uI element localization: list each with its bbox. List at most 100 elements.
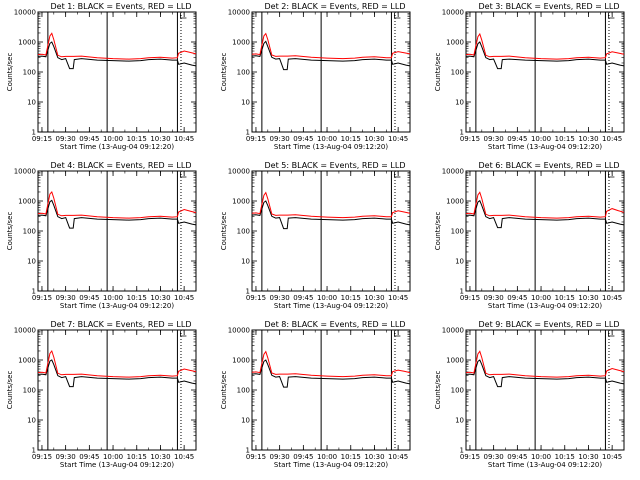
y-tick-label: 1000: [446, 39, 464, 47]
x-axis: 09:15 09:30 09:45 10:00 10:15 10:30 10:45: [246, 330, 408, 461]
x-tick-label: 10:00: [103, 453, 123, 461]
x-axis: 09:15 09:30 09:45 10:00 10:15 10:30 10:45: [32, 12, 194, 143]
events-series-line: [465, 41, 625, 70]
detector-panel-9: Det 9: BLACK = Events, RED = LLD 1 10 100 10…: [434, 320, 625, 469]
bracket-mark: [608, 172, 615, 178]
panel-title: Det 1: BLACK = Events, RED = LLD: [51, 2, 192, 11]
plot-frame: [465, 329, 625, 451]
y-tick-label: 10000: [442, 168, 464, 176]
y-tick-label: 1000: [232, 39, 250, 47]
y-tick-label: 10000: [228, 9, 250, 17]
x-axis: 09:15 09:30 09:45 10:00 10:15 10:30 10:45: [460, 171, 622, 302]
y-tick-label: 100: [237, 387, 250, 395]
y-axis: 1 10 100 1000 10000: [228, 9, 410, 137]
detector-panel-6: Det 6: BLACK = Events, RED = LLD 1 10 100 10…: [434, 161, 625, 310]
y-axis-label: Counts/sec: [6, 53, 14, 92]
x-tick-label: 10:45: [602, 135, 622, 143]
y-axis: 1 10 100 1000 10000: [442, 9, 624, 137]
panel-title: Det 6: BLACK = Events, RED = LLD: [479, 161, 620, 170]
y-tick-label: 1: [246, 288, 250, 296]
plot-frame: [37, 329, 197, 451]
bracket-mark: [608, 331, 615, 337]
y-tick-label: 100: [23, 387, 36, 395]
bracket-mark: [608, 13, 615, 19]
y-tick-label: 1000: [232, 198, 250, 206]
y-tick-label: 1: [246, 129, 250, 137]
y-tick-label: 10000: [14, 9, 36, 17]
x-tick-label: 10:45: [602, 453, 622, 461]
y-axis: 1 10 100 1000 10000: [228, 168, 410, 296]
x-tick-label: 09:45: [293, 453, 313, 461]
x-tick-label: 10:00: [103, 294, 123, 302]
x-tick-label: 10:15: [341, 135, 361, 143]
y-tick-label: 1: [246, 447, 250, 455]
events-series-line: [251, 40, 411, 71]
lld-series-line: [251, 191, 411, 219]
y-axis-label: Counts/sec: [220, 53, 228, 92]
x-axis-label: Start Time (13-Aug-04 09:12:20): [488, 143, 602, 151]
y-tick-label: 1: [32, 447, 36, 455]
x-tick-label: 09:15: [32, 135, 52, 143]
x-tick-label: 10:30: [150, 135, 170, 143]
y-axis: 1 10 100 1000 10000: [442, 168, 624, 296]
bracket-mark: [394, 331, 401, 337]
x-tick-label: 09:15: [460, 135, 480, 143]
detector-panel-1: Det 1: BLACK = Events, RED = LLD 1 10 100 10…: [6, 2, 197, 151]
y-axis-label: Counts/sec: [220, 212, 228, 251]
y-axis-label: Counts/sec: [434, 53, 442, 92]
panel-title: Det 8: BLACK = Events, RED = LLD: [265, 320, 406, 329]
x-tick-label: 10:00: [317, 135, 337, 143]
y-tick-label: 1: [460, 288, 464, 296]
y-tick-label: 100: [451, 69, 464, 77]
y-tick-label: 10000: [14, 327, 36, 335]
x-tick-label: 10:30: [578, 294, 598, 302]
y-tick-label: 100: [237, 69, 250, 77]
x-axis: 09:15 09:30 09:45 10:00 10:15 10:30 10:45: [460, 330, 622, 461]
bracket-mark: [394, 13, 401, 19]
x-tick-label: 09:30: [56, 294, 76, 302]
x-axis-label: Start Time (13-Aug-04 09:12:20): [274, 302, 388, 310]
panel-title: Det 2: BLACK = Events, RED = LLD: [265, 2, 406, 11]
x-axis-label: Start Time (13-Aug-04 09:12:20): [60, 143, 174, 151]
y-axis: 1 10 100 1000 10000: [14, 9, 196, 137]
x-tick-label: 10:15: [127, 294, 147, 302]
y-tick-label: 10: [27, 99, 36, 107]
x-tick-label: 10:30: [364, 453, 384, 461]
x-tick-label: 09:45: [507, 135, 527, 143]
x-tick-label: 09:30: [56, 135, 76, 143]
plot-frame: [251, 11, 411, 133]
panel-title: Det 3: BLACK = Events, RED = LLD: [479, 2, 620, 11]
x-axis: 09:15 09:30 09:45 10:00 10:15 10:30 10:45: [32, 330, 194, 461]
x-tick-label: 10:45: [174, 294, 194, 302]
y-tick-label: 100: [451, 387, 464, 395]
y-axis-label: Counts/sec: [220, 371, 228, 410]
y-tick-label: 1000: [446, 198, 464, 206]
y-tick-label: 1000: [446, 357, 464, 365]
panel-title: Det 7: BLACK = Events, RED = LLD: [51, 320, 192, 329]
y-tick-label: 10: [27, 417, 36, 425]
detector-panel-2: Det 2: BLACK = Events, RED = LLD 1 10 100 10…: [220, 2, 411, 151]
lld-series-line: [251, 350, 411, 378]
detector-panel-3: Det 3: BLACK = Events, RED = LLD 1 10 100 10…: [434, 2, 625, 151]
y-axis-label: Counts/sec: [434, 371, 442, 410]
y-tick-label: 1000: [18, 39, 36, 47]
panel-title: Det 5: BLACK = Events, RED = LLD: [265, 161, 406, 170]
x-axis-label: Start Time (13-Aug-04 09:12:20): [488, 302, 602, 310]
y-tick-label: 100: [23, 228, 36, 236]
events-series-line: [37, 359, 197, 388]
detector-panel-8: Det 8: BLACK = Events, RED = LLD 1 10 100 10…: [220, 320, 411, 469]
y-tick-label: 10: [455, 258, 464, 266]
x-tick-label: 09:15: [460, 453, 480, 461]
x-tick-label: 10:30: [150, 294, 170, 302]
y-tick-label: 100: [237, 228, 250, 236]
x-tick-label: 10:15: [127, 453, 147, 461]
x-axis: 09:15 09:30 09:45 10:00 10:15 10:30 10:45: [246, 171, 408, 302]
x-axis: 09:15 09:30 09:45 10:00 10:15 10:30 10:45: [246, 12, 408, 143]
bracket-mark: [180, 331, 187, 337]
x-tick-label: 10:45: [174, 135, 194, 143]
x-axis-label: Start Time (13-Aug-04 09:12:20): [60, 461, 174, 469]
x-tick-label: 09:15: [246, 453, 266, 461]
y-axis: 1 10 100 1000 10000: [14, 168, 196, 296]
x-tick-label: 09:45: [79, 294, 99, 302]
